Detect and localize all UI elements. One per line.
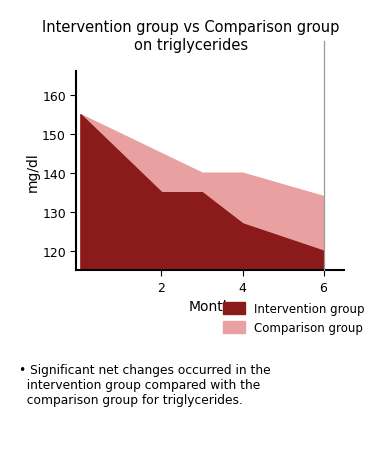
X-axis label: Month: Month	[188, 299, 232, 313]
Text: Intervention group vs Comparison group
on triglycerides: Intervention group vs Comparison group o…	[42, 20, 340, 53]
Legend: Intervention group, Comparison group: Intervention group, Comparison group	[223, 302, 365, 334]
Y-axis label: mg/dl: mg/dl	[25, 152, 39, 191]
Text: • Significant net changes occurred in the
  intervention group compared with the: • Significant net changes occurred in th…	[19, 363, 271, 406]
